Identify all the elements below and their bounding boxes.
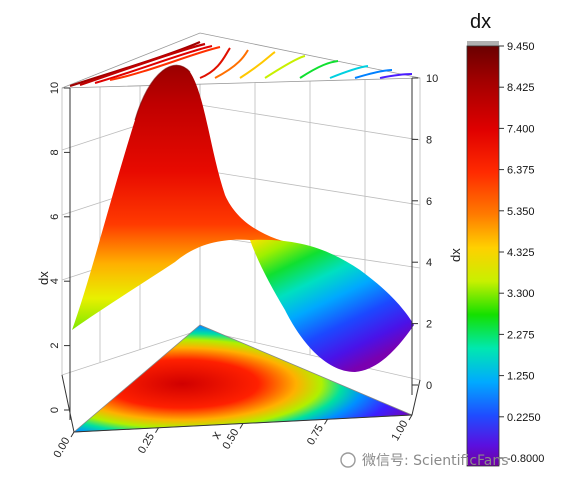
right-axis-tick-label: 2 (426, 319, 432, 331)
colorbar-tick-label: 2.275 (507, 329, 535, 341)
colorbar-tick-label: 0.2250 (507, 412, 541, 424)
top-contour-projection (61, 32, 421, 89)
x-axis-tick (155, 427, 159, 434)
colorbar-tick-label: 4.325 (507, 247, 535, 259)
x-axis-tick-label: 0.00 (51, 436, 72, 461)
x-axis-tick (70, 431, 75, 438)
left-axis-tick-label: 10 (49, 82, 61, 94)
right-axis-tick-label: 4 (426, 257, 432, 269)
x-axis-tick-label: 1.00 (389, 419, 410, 444)
x-axis-tick (324, 418, 328, 425)
watermark: 微信号: ScientificFans (340, 452, 509, 469)
left-z-axis: 0 2 4 6 8 10 (49, 82, 71, 420)
colorbar-tick-label: 6.375 (507, 165, 535, 177)
watermark-text: 微信号: ScientificFans (362, 453, 509, 469)
wechat-icon (340, 452, 356, 468)
left-axis-label: dx (36, 271, 51, 285)
left-axis-tick-label: 8 (49, 149, 61, 155)
left-axis-tick-label: 4 (49, 278, 61, 284)
left-axis-tick-label: 6 (49, 214, 61, 220)
right-axis-label: dx (448, 248, 463, 262)
colorbar-tick-label: -0.8000 (507, 453, 544, 465)
colorbar-tick-label: 8.425 (507, 82, 535, 94)
colorbar-tick-label: 1.250 (507, 371, 535, 383)
colorbar-tick-label: 7.400 (507, 123, 535, 135)
colorbar-strip (466, 45, 500, 467)
x-axis-tick-label: 0.50 (220, 427, 241, 452)
right-axis-tick-label: 0 (426, 380, 432, 392)
colorbar: dx 9.450 8.425 7.400 6.375 5.350 4.325 3.300 2.… (466, 11, 544, 467)
x-axis-tick (239, 423, 244, 429)
surface (72, 64, 414, 372)
x-axis-label: x (208, 428, 224, 442)
colorbar-cap (467, 41, 499, 46)
right-z-axis: 0 2 4 6 8 10 (411, 73, 438, 395)
colorbar-tick-label: 3.300 (507, 288, 535, 300)
x-axis-tick (408, 414, 413, 421)
right-axis-tick-label: 10 (426, 73, 438, 85)
colorbar-title: dx (470, 11, 491, 33)
right-axis-tick-label: 6 (426, 196, 432, 208)
x-axis-tick-label: 0.75 (305, 423, 326, 448)
x-axis-tick-label: 0.25 (136, 431, 157, 456)
right-axis-tick-label: 8 (426, 134, 432, 146)
colorbar-tick-label: 5.350 (507, 206, 535, 218)
colorbar-tick-label: 9.450 (507, 41, 535, 53)
left-axis-tick-label: 2 (49, 343, 61, 349)
colorbar-ticks: 9.450 8.425 7.400 6.375 5.350 4.325 3.300 2.275… (499, 41, 544, 465)
left-axis-tick-label: 0 (49, 407, 61, 413)
